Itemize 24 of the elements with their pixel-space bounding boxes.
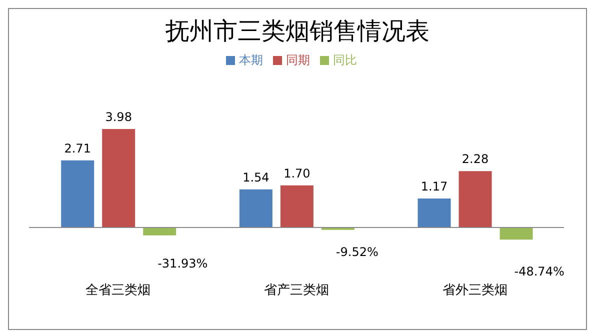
bar xyxy=(280,185,314,228)
bar xyxy=(418,198,451,228)
bar xyxy=(239,189,272,228)
legend-label: 同比 xyxy=(333,53,357,67)
x-tick-label: 全省三类烟 xyxy=(86,283,151,298)
x-tick-label: 省产三类烟 xyxy=(264,283,329,298)
bar xyxy=(458,171,492,228)
bar xyxy=(143,228,176,236)
data-label: -31.93% xyxy=(158,256,208,270)
bar xyxy=(500,228,533,240)
legend-label: 同期 xyxy=(286,53,310,67)
chart-title: 抚州市三类烟销售情况表 xyxy=(164,16,430,47)
bar xyxy=(61,160,94,228)
data-label: 2.71 xyxy=(64,141,91,156)
data-label: -9.52% xyxy=(336,245,378,260)
x-tick-label: 省外三类烟 xyxy=(442,283,508,298)
data-label: 2.28 xyxy=(462,152,489,166)
legend-label: 本期 xyxy=(239,53,263,67)
bar xyxy=(102,128,136,228)
data-label: 1.54 xyxy=(242,170,270,184)
data-label: 3.98 xyxy=(105,110,132,124)
data-label: 1.17 xyxy=(420,180,448,194)
data-label: 1.70 xyxy=(284,166,310,180)
data-label: -48.74% xyxy=(514,264,564,279)
